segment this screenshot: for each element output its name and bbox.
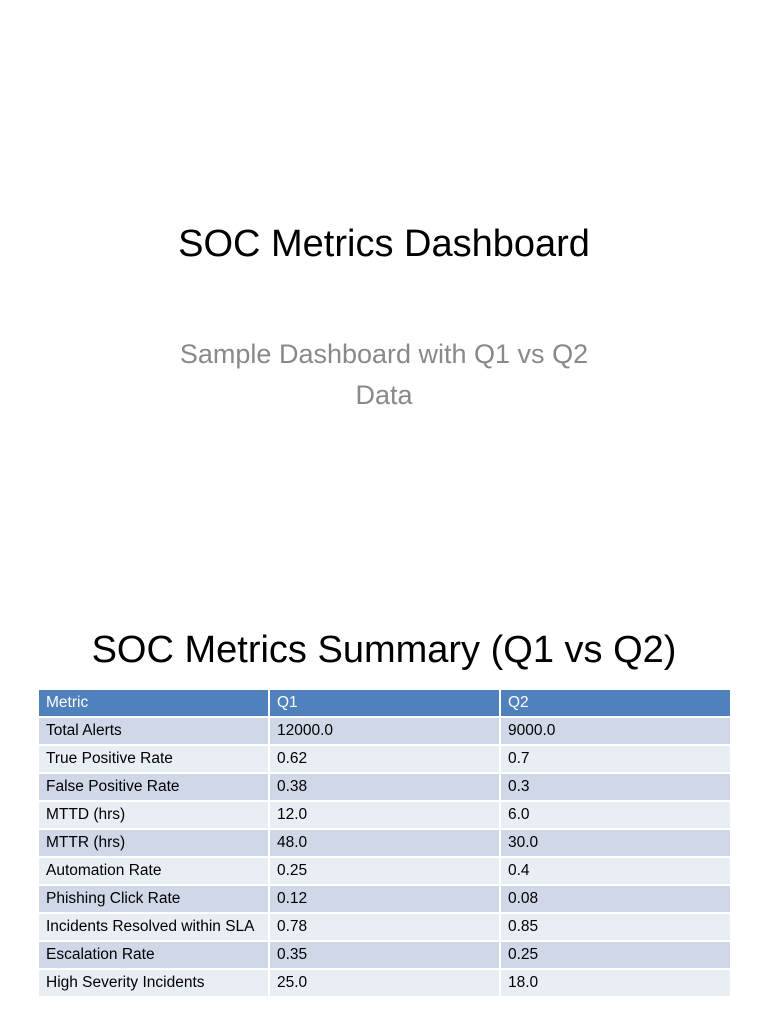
metric-name-cell: True Positive Rate (39, 745, 270, 774)
q1-value-cell: 0.25 (269, 857, 501, 886)
slide-title: SOC Metrics Dashboard Sample Dashboard w… (140, 223, 628, 416)
metric-name-cell: MTTD (hrs) (39, 801, 270, 830)
header-q1: Q1 (269, 690, 501, 718)
q1-value-cell: 0.12 (269, 885, 501, 914)
metric-name-cell: MTTR (hrs) (39, 829, 270, 858)
metric-name-cell: Incidents Resolved within SLA (39, 913, 270, 942)
table-row: Incidents Resolved within SLA 0.78 0.85 (39, 913, 730, 942)
q2-value-cell: 0.25 (500, 941, 730, 970)
table-row: Total Alerts 12000.0 9000.0 (39, 717, 730, 746)
q1-value-cell: 48.0 (269, 829, 501, 858)
subtitle-line-2: Data (355, 380, 413, 410)
subtitle-line-1: Sample Dashboard with Q1 vs Q2 (179, 339, 589, 369)
q1-value-cell: 12000.0 (269, 717, 501, 746)
q2-value-cell: 0.85 (500, 913, 730, 942)
slide-summary: SOC Metrics Summary (Q1 vs Q2) Metric Q1… (0, 576, 768, 1024)
table-row: Escalation Rate 0.35 0.25 (39, 941, 730, 970)
q2-value-cell: 18.0 (500, 969, 730, 998)
metric-name-cell: Escalation Rate (39, 941, 270, 970)
q1-value-cell: 25.0 (269, 969, 501, 998)
table-row: False Positive Rate 0.38 0.3 (39, 773, 730, 802)
metric-name-cell: Total Alerts (39, 717, 270, 746)
table-row: True Positive Rate 0.62 0.7 (39, 745, 730, 774)
table-row: MTTD (hrs) 12.0 6.0 (39, 801, 730, 830)
table-row: Automation Rate 0.25 0.4 (39, 857, 730, 886)
q2-value-cell: 9000.0 (500, 717, 730, 746)
q1-value-cell: 0.62 (269, 745, 501, 774)
table-header-row: Metric Q1 Q2 (39, 690, 730, 718)
table-row: Phishing Click Rate 0.12 0.08 (39, 885, 730, 914)
q2-value-cell: 0.3 (500, 773, 730, 802)
q1-value-cell: 12.0 (269, 801, 501, 830)
header-metric: Metric (39, 690, 270, 718)
table-row: MTTR (hrs) 48.0 30.0 (39, 829, 730, 858)
metrics-table: Metric Q1 Q2 Total Alerts 12000.0 9000.0 Tr… (39, 690, 730, 998)
dashboard-subtitle: Sample Dashboard with Q1 vs Q2 Data (140, 334, 628, 416)
q2-value-cell: 0.7 (500, 745, 730, 774)
metric-name-cell: False Positive Rate (39, 773, 270, 802)
q2-value-cell: 6.0 (500, 801, 730, 830)
q1-value-cell: 0.35 (269, 941, 501, 970)
q2-value-cell: 0.08 (500, 885, 730, 914)
metric-name-cell: Phishing Click Rate (39, 885, 270, 914)
header-q2: Q2 (500, 690, 730, 718)
q1-value-cell: 0.38 (269, 773, 501, 802)
summary-title: SOC Metrics Summary (Q1 vs Q2) (91, 629, 677, 671)
q2-value-cell: 30.0 (500, 829, 730, 858)
q1-value-cell: 0.78 (269, 913, 501, 942)
dashboard-title: SOC Metrics Dashboard (178, 223, 590, 265)
metric-name-cell: High Severity Incidents (39, 969, 270, 998)
table-row: High Severity Incidents 25.0 18.0 (39, 969, 730, 998)
metric-name-cell: Automation Rate (39, 857, 270, 886)
q2-value-cell: 0.4 (500, 857, 730, 886)
